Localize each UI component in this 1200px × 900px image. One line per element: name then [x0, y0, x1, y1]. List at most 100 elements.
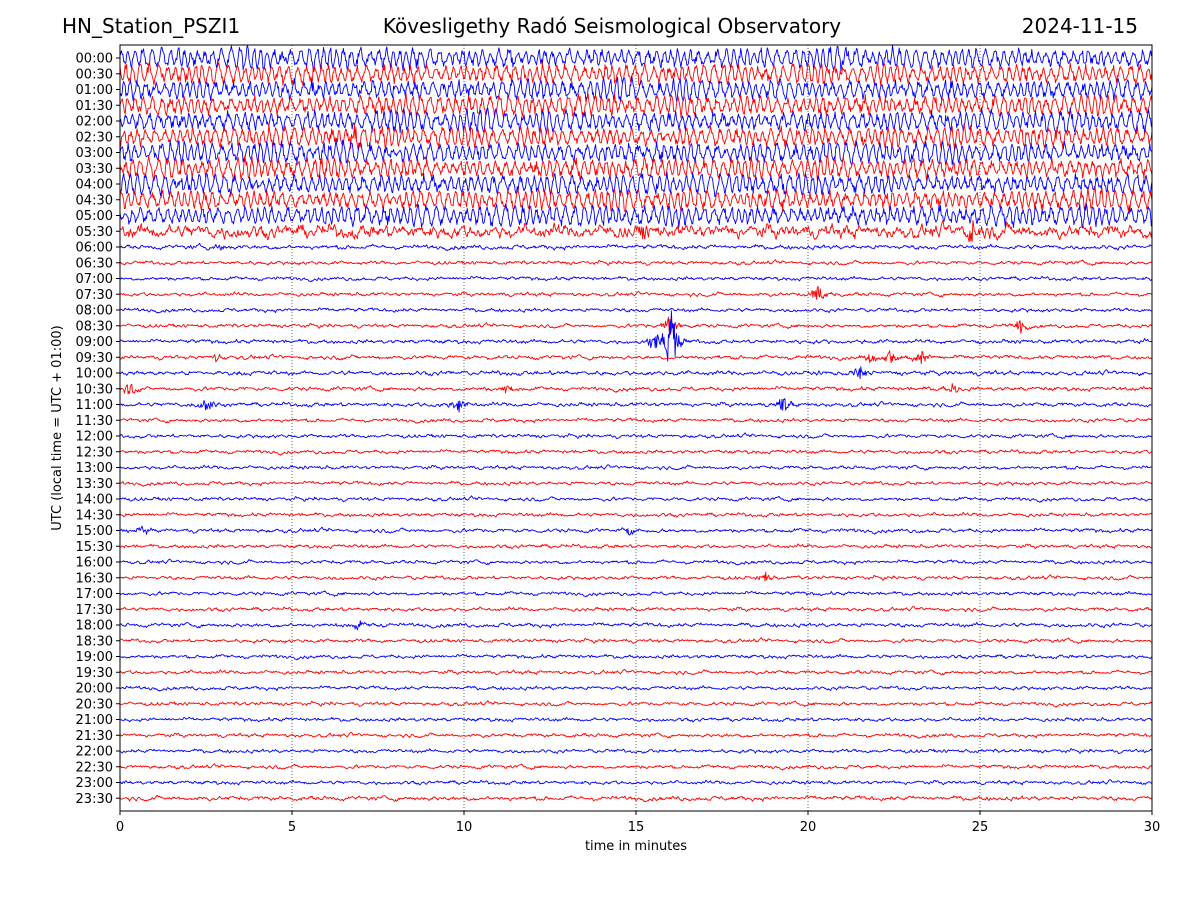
row-label: 23:00	[76, 776, 113, 791]
trace-10:30	[120, 383, 1152, 395]
row-label: 16:00	[76, 556, 113, 571]
trace-00:30	[120, 61, 1152, 87]
trace-01:00	[120, 75, 1152, 103]
row-label: 08:30	[76, 319, 113, 334]
row-label: 03:00	[76, 146, 113, 161]
x-tick-label: 0	[116, 820, 124, 835]
row-label: 19:30	[76, 666, 113, 681]
row-label: 11:00	[76, 398, 113, 413]
row-label: 00:30	[76, 67, 113, 82]
y-axis-label: UTC (local time = UTC + 01:00)	[50, 325, 65, 530]
trace-12:00	[120, 432, 1152, 440]
x-tick-label: 25	[972, 820, 989, 835]
trace-06:30	[120, 259, 1152, 267]
chart-title: Kövesligethy Radó Seismological Observat…	[382, 14, 842, 38]
trace-09:30	[120, 350, 1152, 365]
trace-02:30	[120, 123, 1152, 151]
trace-15:00	[120, 525, 1152, 536]
row-label: 20:30	[76, 697, 113, 712]
row-label: 06:30	[76, 256, 113, 271]
row-label: 14:00	[76, 493, 113, 508]
row-label: 18:00	[76, 619, 113, 634]
trace-17:30	[120, 605, 1152, 613]
trace-06:00	[120, 242, 1152, 252]
trace-04:30	[120, 186, 1152, 213]
trace-10:00	[120, 366, 1152, 380]
row-label: 20:00	[76, 682, 113, 697]
trace-18:00	[120, 620, 1152, 631]
row-label: 22:30	[76, 760, 113, 775]
row-label: 23:30	[76, 792, 113, 807]
x-tick-label: 5	[288, 820, 296, 835]
trace-12:30	[120, 449, 1152, 456]
row-label: 17:30	[76, 603, 113, 618]
trace-03:30	[120, 154, 1152, 182]
trace-04:00	[120, 171, 1152, 198]
row-label: 06:00	[76, 241, 113, 256]
trace-07:00	[120, 275, 1152, 283]
trace-09:00	[120, 310, 1152, 362]
chart-date: 2024-11-15	[1021, 14, 1138, 38]
trace-16:30	[120, 571, 1152, 582]
row-label: 22:00	[76, 745, 113, 760]
row-labels: 00:0000:3001:0001:3002:0002:3003:0003:30…	[76, 52, 120, 807]
trace-18:30	[120, 637, 1152, 645]
traces	[120, 45, 1152, 803]
row-label: 08:00	[76, 304, 113, 319]
trace-13:30	[120, 480, 1152, 487]
row-label: 10:00	[76, 367, 113, 382]
x-tick-label: 15	[628, 820, 645, 835]
trace-03:00	[120, 139, 1152, 166]
trace-20:00	[120, 685, 1152, 692]
row-label: 04:00	[76, 178, 113, 193]
x-tick-label: 10	[456, 820, 473, 835]
trace-13:00	[120, 464, 1152, 471]
row-label: 18:30	[76, 634, 113, 649]
trace-23:30	[120, 794, 1152, 803]
trace-05:00	[120, 203, 1152, 229]
trace-14:30	[120, 511, 1152, 518]
row-label: 16:30	[76, 571, 113, 586]
row-label: 03:30	[76, 162, 113, 177]
row-label: 02:00	[76, 115, 113, 130]
row-label: 14:30	[76, 508, 113, 523]
row-label: 15:30	[76, 540, 113, 555]
station-name: HN_Station_PSZI1	[62, 14, 241, 38]
row-label: 12:00	[76, 430, 113, 445]
trace-00:00	[120, 45, 1152, 72]
row-label: 13:30	[76, 477, 113, 492]
trace-21:30	[120, 731, 1152, 739]
trace-08:00	[120, 307, 1152, 314]
trace-23:00	[120, 779, 1152, 786]
row-label: 15:00	[76, 524, 113, 539]
trace-14:00	[120, 495, 1152, 503]
row-label: 09:30	[76, 351, 113, 366]
row-label: 07:30	[76, 288, 113, 303]
row-label: 12:30	[76, 445, 113, 460]
row-label: 01:30	[76, 99, 113, 114]
trace-02:00	[120, 107, 1152, 135]
trace-19:00	[120, 653, 1152, 661]
trace-16:00	[120, 558, 1152, 566]
row-label: 13:00	[76, 461, 113, 476]
row-label: 00:00	[76, 52, 113, 67]
row-label: 05:00	[76, 209, 113, 224]
trace-01:30	[120, 92, 1152, 119]
trace-11:30	[120, 417, 1152, 424]
row-label: 04:30	[76, 193, 113, 208]
row-label: 01:00	[76, 83, 113, 98]
row-label: 10:30	[76, 382, 113, 397]
row-label: 19:00	[76, 650, 113, 665]
row-label: 02:30	[76, 130, 113, 145]
trace-05:30	[120, 220, 1152, 243]
x-axis-label: time in minutes	[585, 839, 687, 854]
trace-21:00	[120, 716, 1152, 723]
x-axis-ticks: 0 5 10 15 20 25 30	[116, 811, 1160, 835]
row-label: 09:00	[76, 335, 113, 350]
trace-17:00	[120, 590, 1152, 598]
trace-22:30	[120, 763, 1152, 771]
row-label: 21:30	[76, 729, 113, 744]
trace-19:30	[120, 668, 1152, 676]
trace-07:30	[120, 285, 1152, 300]
